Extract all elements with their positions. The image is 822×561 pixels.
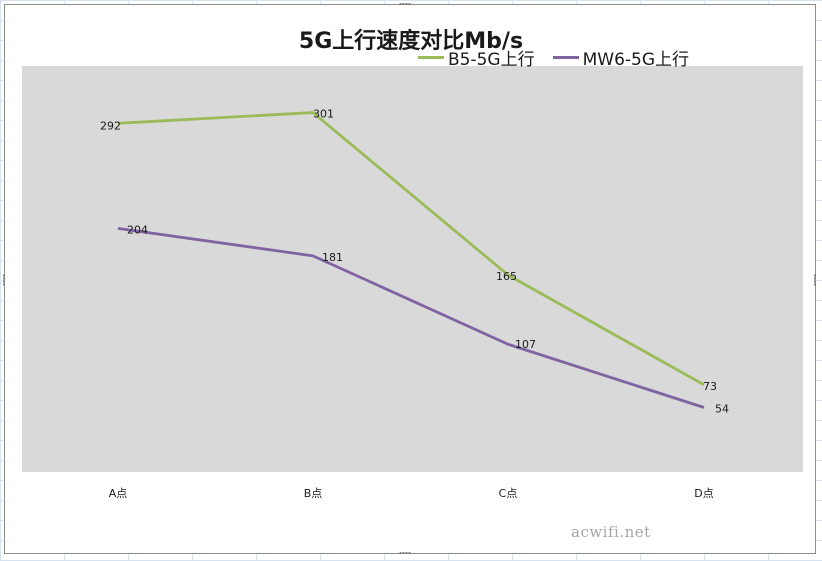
data-label: 292 xyxy=(100,119,121,132)
legend-label-mw6: MW6-5G上行 xyxy=(582,49,690,70)
resize-handle-bottom[interactable] xyxy=(399,551,411,555)
data-label: 107 xyxy=(515,338,536,351)
series-line-b5[interactable] xyxy=(117,111,705,387)
resize-handle-left[interactable] xyxy=(2,274,6,286)
x-tick-label: C点 xyxy=(498,487,518,500)
data-label: 54 xyxy=(715,403,729,416)
chart-title: 5G上行速度对比Mb/s xyxy=(298,29,524,54)
plot-svg: 292 301 165 73 204 181 107 54 xyxy=(100,108,729,416)
data-label: 181 xyxy=(322,251,343,264)
resize-handle-top[interactable] xyxy=(399,2,411,6)
resize-handle-right[interactable] xyxy=(813,274,817,286)
series-line-mw6[interactable] xyxy=(117,227,705,409)
legend-swatch-mw6 xyxy=(552,55,579,59)
data-label: 73 xyxy=(703,380,717,393)
data-label: 204 xyxy=(127,223,148,236)
chart-object[interactable]: 5G上行速度对比Mb/s 292 301 165 73 204 181 107 54 B5-5… xyxy=(2,2,817,555)
legend-entry-mw6: MW6-5G上行 xyxy=(552,45,690,70)
x-tick-label: B点 xyxy=(303,487,323,500)
legend: B5-5G上行 MW6-5G上行 xyxy=(418,45,690,70)
data-label: 301 xyxy=(313,108,334,121)
legend-entry-b5: B5-5G上行 xyxy=(418,45,535,70)
x-tick-label: D点 xyxy=(694,487,714,500)
legend-label-b5: B5-5G上行 xyxy=(448,49,535,70)
plot-area xyxy=(22,66,803,472)
legend-swatch-b5 xyxy=(418,55,444,59)
x-tick-label: A点 xyxy=(108,487,128,500)
data-label: 165 xyxy=(496,270,517,283)
watermark: acwifi.net xyxy=(571,523,651,541)
